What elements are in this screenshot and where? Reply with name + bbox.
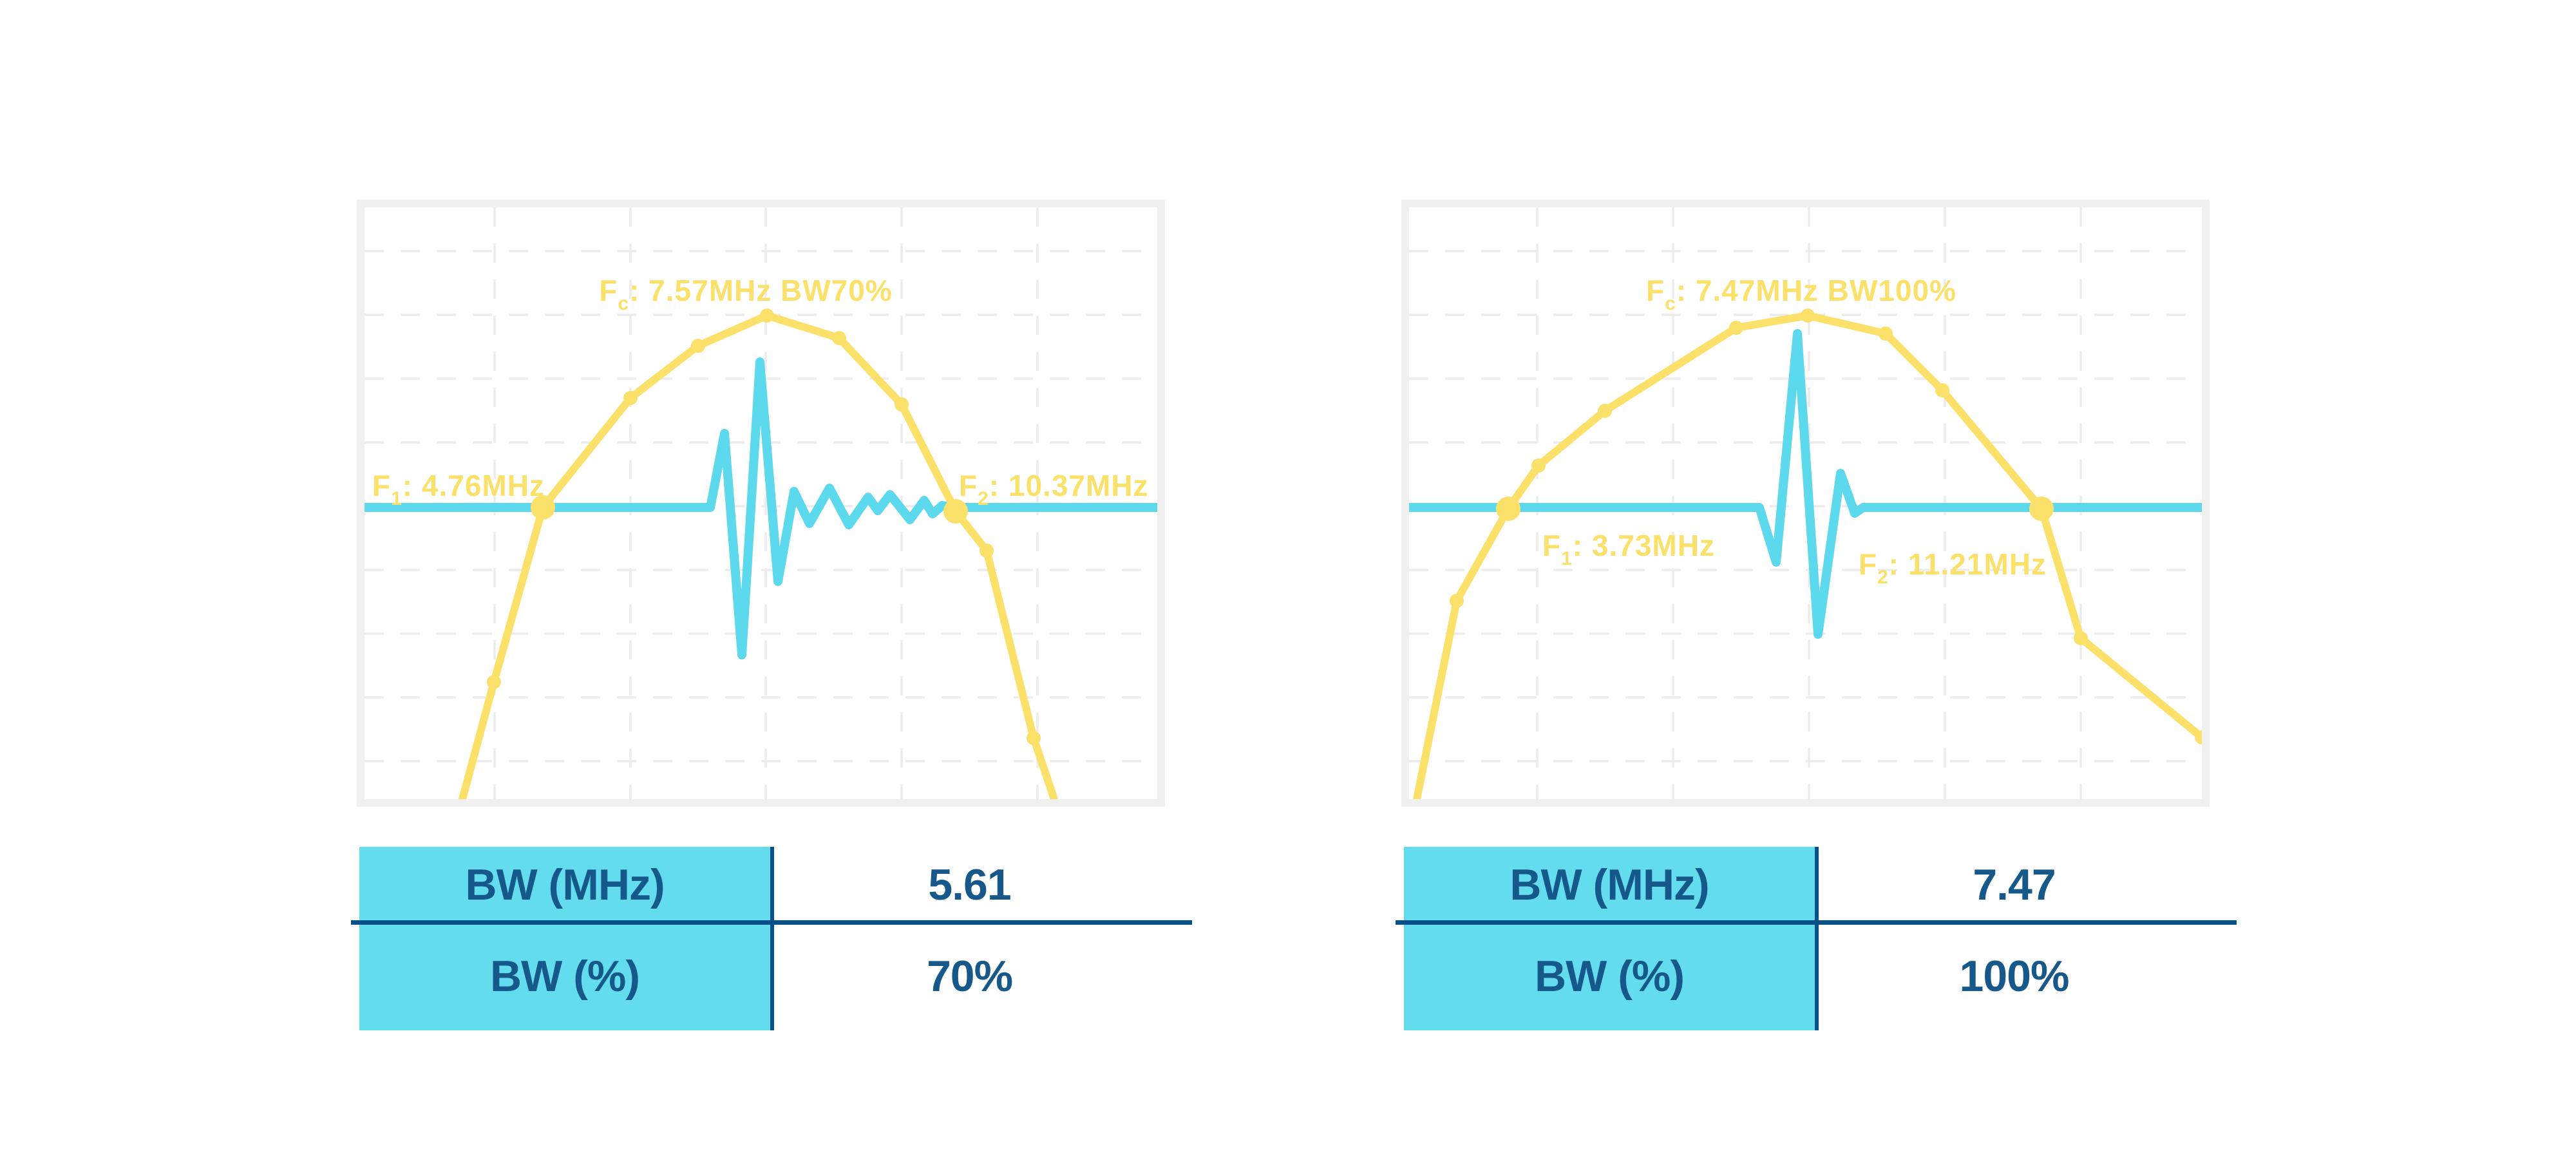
spectrum-point-marker bbox=[1598, 404, 1612, 418]
spectrum-point-marker bbox=[1450, 594, 1464, 608]
spectrum-point-marker bbox=[1531, 459, 1546, 473]
cutoff-frequency-marker bbox=[2029, 497, 2054, 521]
spectrum-point-marker bbox=[760, 308, 774, 323]
spectrum-point-marker bbox=[487, 675, 501, 689]
table-value-bw-mhz: 5.61 bbox=[774, 847, 1165, 922]
table-row-divider bbox=[1396, 920, 2237, 925]
table-value-bw-pct: 100% bbox=[1819, 922, 2210, 1030]
cutoff-frequency-marker bbox=[531, 495, 555, 520]
f2-label: F2: 10.37MHz bbox=[959, 469, 1149, 509]
table-column-divider bbox=[770, 847, 774, 1030]
table-label-bw-pct: BW (%) bbox=[359, 922, 770, 1030]
spectrum-point-marker bbox=[1729, 321, 1743, 335]
chart-bw100-svg: Fc: 7.47MHz BW100% F1: 3.73MHz F2: 11.21… bbox=[1409, 207, 2202, 799]
panel-bw70: Fc: 7.57MHz BW70% F1: 4.76MHz F2: 10.37M… bbox=[351, 200, 1192, 1056]
spectrum-point-marker bbox=[1879, 326, 1893, 341]
f1-label: F1: 4.76MHz bbox=[372, 469, 545, 509]
spectrum-curve bbox=[459, 312, 1058, 799]
table-column-divider bbox=[1815, 847, 1819, 1030]
chart-bw100: Fc: 7.47MHz BW100% F1: 3.73MHz F2: 11.21… bbox=[1401, 200, 2210, 807]
spectrum-point-marker bbox=[691, 339, 705, 353]
table-label-bw-mhz: BW (MHz) bbox=[1404, 847, 1815, 922]
spectrum-point-marker bbox=[1801, 308, 1815, 323]
spectrum-point-marker bbox=[1027, 731, 1041, 745]
chart-bw70-svg: Fc: 7.57MHz BW70% F1: 4.76MHz F2: 10.37M… bbox=[365, 207, 1157, 799]
table-row-divider bbox=[351, 920, 1192, 925]
spectrum-point-marker bbox=[2195, 730, 2202, 744]
center-frequency-label: Fc: 7.57MHz BW70% bbox=[599, 274, 892, 314]
cutoff-frequency-marker bbox=[943, 499, 968, 524]
spectrum-curve bbox=[1413, 312, 2202, 799]
center-frequency-label: Fc: 7.47MHz BW100% bbox=[1646, 274, 1956, 314]
spectrum-point-marker bbox=[980, 544, 994, 558]
chart-series bbox=[365, 308, 1157, 799]
panel-bw100: Fc: 7.47MHz BW100% F1: 3.73MHz F2: 11.21… bbox=[1396, 200, 2237, 1056]
f2-label: F2: 11.21MHz bbox=[1859, 547, 2047, 588]
spectrum-point-marker bbox=[623, 391, 638, 405]
table-value-bw-mhz: 7.47 bbox=[1819, 847, 2210, 922]
chart-bw70: Fc: 7.57MHz BW70% F1: 4.76MHz F2: 10.37M… bbox=[357, 200, 1165, 807]
table-label-bw-mhz: BW (MHz) bbox=[359, 847, 770, 922]
pulse-waveform bbox=[365, 357, 1157, 659]
f1-label: F1: 3.73MHz bbox=[1542, 529, 1715, 569]
spectrum-point-marker bbox=[2074, 631, 2088, 645]
spectrum-point-marker bbox=[895, 397, 909, 411]
table-value-bw-pct: 70% bbox=[774, 922, 1165, 1030]
spectrum-point-marker bbox=[1935, 383, 1949, 397]
table-label-bw-pct: BW (%) bbox=[1404, 922, 1815, 1030]
chart-series bbox=[1409, 308, 2202, 799]
cutoff-frequency-marker bbox=[1496, 497, 1520, 521]
spectrum-point-marker bbox=[832, 331, 846, 345]
pulse-waveform bbox=[1409, 329, 2202, 639]
